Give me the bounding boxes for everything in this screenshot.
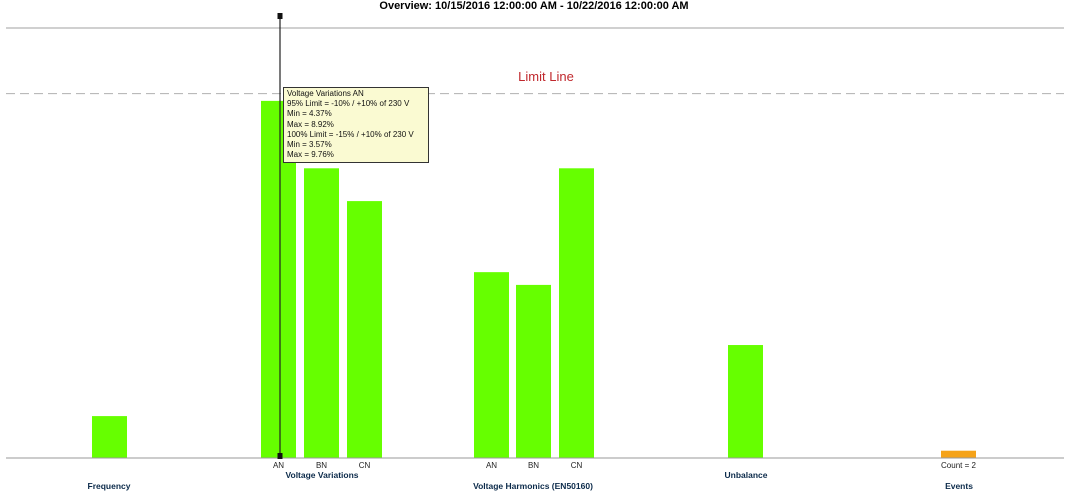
bar-events[interactable] (941, 450, 976, 458)
tooltip-line: 100% Limit = -15% / +10% of 230 V (287, 129, 414, 139)
tooltip: Voltage Variations AN 95% Limit = -10% /… (283, 87, 429, 164)
cursor-bottom-handle[interactable] (277, 453, 283, 459)
tick-label-vh-bn: BN (528, 461, 539, 470)
bar-frequency[interactable] (92, 416, 127, 458)
tick-label-vv-an: AN (273, 461, 284, 470)
bar-vv-cn[interactable] (347, 201, 382, 459)
group-label-frequency: Frequency (88, 481, 131, 491)
tick-label-vv-cn: CN (359, 461, 371, 470)
group-label-voltage-harmonics: Voltage Harmonics (EN50160) (473, 481, 593, 491)
tooltip-line: Min = 4.37% (287, 109, 332, 119)
chart-title: Overview: 10/15/2016 12:00:00 AM - 10/22… (379, 0, 688, 12)
bar-vh-an[interactable] (474, 272, 509, 458)
bars-layer (92, 100, 976, 459)
tooltip-line: 95% Limit = -10% / +10% of 230 V (287, 99, 410, 109)
tooltip-line: Max = 9.76% (287, 150, 334, 160)
cursor-top-handle[interactable] (277, 13, 283, 19)
group-label-voltage-variations: Voltage Variations (285, 470, 358, 480)
bar-vh-bn[interactable] (516, 284, 551, 458)
bar-vh-cn[interactable] (559, 168, 594, 458)
tooltip-line: Max = 8.92% (287, 119, 334, 129)
tick-label-events: Count = 2 (941, 461, 976, 470)
group-label-events: Events (945, 481, 973, 491)
limit-line-label: Limit Line (518, 69, 574, 84)
tick-label-vh-cn: CN (571, 461, 583, 470)
tick-labels-layer: AN BN CN AN BN CN Count = 2 (273, 461, 977, 470)
tick-label-vv-bn: BN (316, 461, 327, 470)
bar-unbalance[interactable] (728, 345, 763, 458)
tooltip-title: Voltage Variations AN (287, 89, 364, 98)
tooltip-line: Min = 3.57% (287, 140, 332, 150)
group-labels-layer: Frequency Voltage Variations Voltage Harmo… (88, 470, 974, 491)
bar-vv-bn[interactable] (304, 168, 339, 458)
tick-label-vh-an: AN (486, 461, 497, 470)
group-label-unbalance: Unbalance (725, 470, 768, 480)
